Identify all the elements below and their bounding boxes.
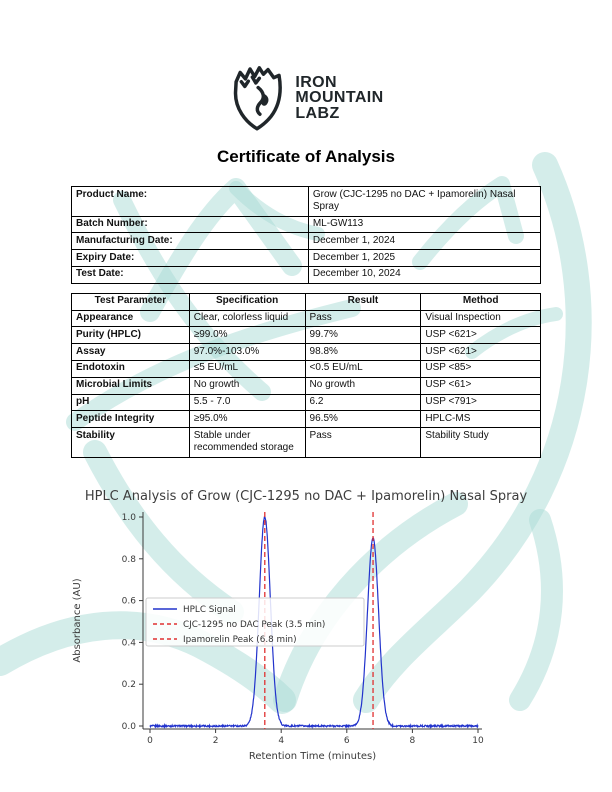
y-tick-label: 0.4 <box>122 638 137 648</box>
test-table-row: Purity (HPLC) ≥99.0% 99.7% USP <621> <box>71 326 541 345</box>
test-table-header: Method <box>420 292 541 311</box>
test-table-cell: HPLC-MS <box>420 410 541 429</box>
test-table-row: Stability Stable under recommended storag… <box>71 427 541 458</box>
x-tick-label: 4 <box>278 736 284 746</box>
y-axis-label: Absorbance (AU) <box>72 578 83 662</box>
hplc-chart: HPLC Analysis of Grow (CJC-1295 no DAC +… <box>0 489 612 768</box>
logo: IRON MOUNTAIN LABZ <box>0 0 612 134</box>
test-results-table: Test Parameter Specification Result Method … <box>71 292 541 458</box>
product-info-row: Manufacturing Date: December 1, 2024 <box>71 232 542 251</box>
logo-wordmark: IRON MOUNTAIN LABZ <box>295 74 384 122</box>
test-table-cell: USP <791> <box>420 393 541 412</box>
test-table-cell: 5.5 - 7.0 <box>188 393 306 412</box>
product-info-row: Expiry Date: December 1, 2025 <box>71 249 542 267</box>
test-table-cell: Microbial Limits <box>71 376 190 395</box>
test-table-cell: Assay <box>71 343 190 361</box>
mountain-shield-icon <box>234 66 283 131</box>
legend-entry-label: HPLC Signal <box>183 605 236 615</box>
x-tick-label: 0 <box>147 736 153 746</box>
test-table-row: Appearance Clear, colorless liquid Pass Vis… <box>71 309 541 328</box>
test-table-cell: Stable under recommended storage <box>188 427 306 458</box>
product-info-value: December 1, 2025 <box>307 249 542 267</box>
test-table-row: Peptide Integrity ≥95.0% 96.5% HPLC-MS <box>71 410 541 429</box>
logo-line-1: IRON <box>295 74 337 92</box>
test-table-cell: Visual Inspection <box>420 309 541 328</box>
chart-title: HPLC Analysis of Grow (CJC-1295 no DAC +… <box>84 488 528 504</box>
test-table-header: Specification <box>188 292 306 311</box>
x-tick-label: 10 <box>472 736 484 746</box>
test-table-cell: ≥99.0% <box>188 326 306 345</box>
page-title: Certificate of Analysis <box>217 147 395 166</box>
test-table-cell: 99.7% <box>304 326 422 345</box>
test-table-cell: USP <621> <box>420 343 541 361</box>
product-info-label: Test Date: <box>71 265 309 284</box>
product-info-value: Grow (CJC-1295 no DAC + Ipamorelin) Nasa… <box>307 186 542 217</box>
test-table-cell: pH <box>71 393 190 412</box>
test-table-row: Assay 97.0%-103.0% 98.8% USP <621> <box>71 343 541 361</box>
x-tick-label: 2 <box>213 736 219 746</box>
y-tick-label: 0.8 <box>122 555 137 565</box>
test-table-cell: ≥95.0% <box>188 410 306 429</box>
test-table-cell: 98.8% <box>304 343 422 361</box>
legend-entry-label: Ipamorelin Peak (6.8 min) <box>183 635 297 645</box>
y-tick-label: 0.0 <box>122 722 137 732</box>
test-table-cell: 6.2 <box>304 393 422 412</box>
test-table-cell: Endotoxin <box>71 359 190 378</box>
product-info-row: Test Date: December 10, 2024 <box>71 265 542 284</box>
test-table-row: pH 5.5 - 7.0 6.2 USP <791> <box>71 393 541 412</box>
test-table-header: Result <box>304 292 422 311</box>
product-info-label: Batch Number: <box>71 215 309 234</box>
test-table-cell: No growth <box>188 376 306 395</box>
test-table-cell: USP <85> <box>420 359 541 378</box>
legend-entry-label: CJC-1295 no DAC Peak (3.5 min) <box>183 620 325 630</box>
product-info-row: Product Name: Grow (CJC-1295 no DAC + Ipa… <box>71 186 542 217</box>
x-axis-label: Retention Time (minutes) <box>249 751 376 762</box>
test-table-cell: Stability <box>71 427 190 458</box>
test-table-row: Endotoxin ≤5 EU/mL <0.5 EU/mL USP <85> <box>71 359 541 378</box>
test-table-cell: USP <61> <box>420 376 541 395</box>
test-table-cell: Purity (HPLC) <box>71 326 190 345</box>
product-info-table: Product Name: Grow (CJC-1295 no DAC + Ipa… <box>71 186 542 284</box>
product-info-row: Batch Number: ML-GW113 <box>71 215 542 234</box>
test-table-cell: Stability Study <box>420 427 541 458</box>
y-tick-label: 0.2 <box>122 680 136 690</box>
test-table-cell: Pass <box>304 427 422 458</box>
product-info-value: December 10, 2024 <box>307 265 542 284</box>
product-info-value: ML-GW113 <box>307 215 542 234</box>
product-info-label: Expiry Date: <box>71 249 309 267</box>
test-table-cell: 97.0%-103.0% <box>188 343 306 361</box>
test-table-row: Microbial Limits No growth No growth USP <6… <box>71 376 541 395</box>
test-table-cell: <0.5 EU/mL <box>304 359 422 378</box>
hplc-signal-trace <box>149 515 479 729</box>
test-table-header: Test Parameter <box>71 292 190 311</box>
test-table-cell: No growth <box>304 376 422 395</box>
product-info-label: Manufacturing Date: <box>71 232 309 251</box>
product-info-label: Product Name: <box>71 186 309 217</box>
x-tick-label: 6 <box>344 736 350 746</box>
product-info-value: December 1, 2024 <box>307 232 542 251</box>
hplc-chromatogram-plot: 0 2 4 6 8 10 0.0 0.2 0.4 0.6 0.8 1.0 Retention Time … <box>72 511 484 762</box>
test-table-cell: ≤5 EU/mL <box>188 359 306 378</box>
logo-line-3: LABZ <box>295 104 340 122</box>
test-table-cell: Clear, colorless liquid <box>188 309 306 328</box>
test-table-cell: Peptide Integrity <box>71 410 190 429</box>
logo-line-2: MOUNTAIN <box>295 89 384 107</box>
test-table-cell: Appearance <box>71 309 190 328</box>
y-tick-label: 1.0 <box>122 513 137 523</box>
test-table-cell: Pass <box>304 309 422 328</box>
test-table-cell: USP <621> <box>420 326 541 345</box>
test-table-cell: 96.5% <box>304 410 422 429</box>
y-tick-label: 0.6 <box>122 596 137 606</box>
x-tick-label: 8 <box>410 736 416 746</box>
